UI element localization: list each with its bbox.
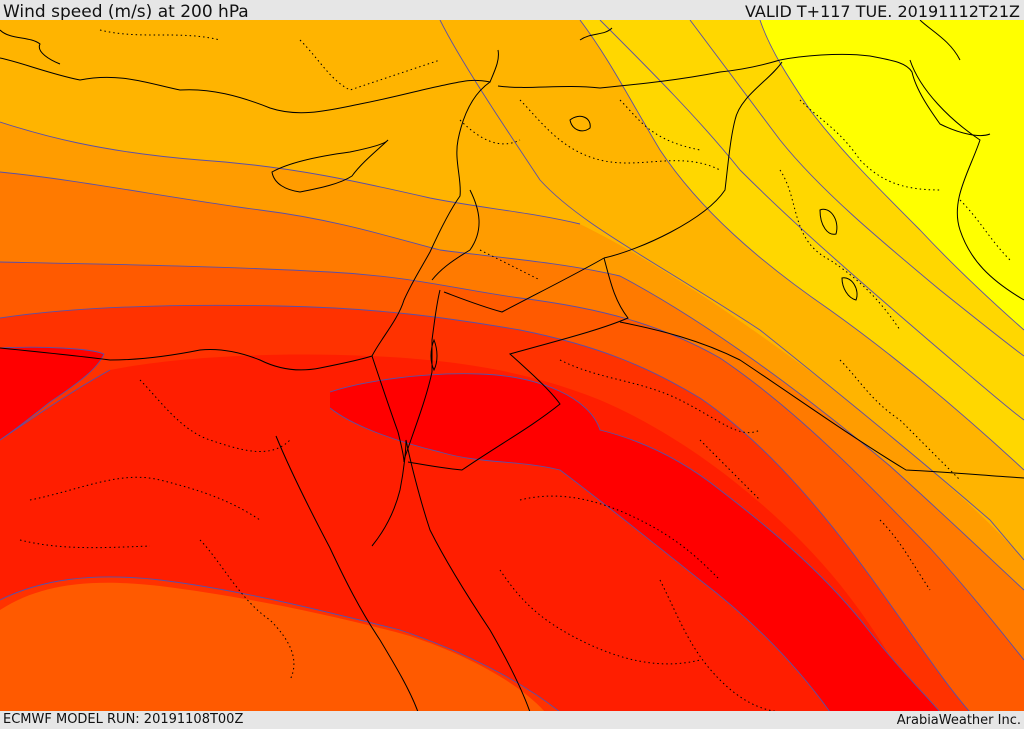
admin-7 bbox=[499, 569, 701, 665]
coastlines bbox=[0, 20, 1024, 711]
lake-northeast bbox=[569, 115, 591, 132]
border-jordan-iraq bbox=[443, 257, 605, 313]
isotach-6 bbox=[0, 261, 1024, 661]
admin-8 bbox=[659, 579, 777, 711]
wind-speed-map bbox=[0, 20, 1024, 711]
coast-red-sea-east bbox=[371, 439, 531, 711]
admin-4 bbox=[839, 359, 961, 481]
isotach-14 bbox=[689, 20, 1024, 357]
jet-core-east bbox=[330, 373, 940, 711]
coast-northeast bbox=[919, 20, 961, 61]
isotach-3 bbox=[759, 20, 1024, 331]
isotach-7 bbox=[0, 304, 970, 711]
band-lower-orange bbox=[0, 582, 545, 711]
isotach-10 bbox=[329, 373, 940, 711]
coast-egypt bbox=[0, 347, 373, 371]
national-borders bbox=[371, 53, 1024, 479]
lake-ne-3 bbox=[841, 277, 858, 301]
isotach-1 bbox=[439, 20, 1024, 561]
border-israel-jordan bbox=[431, 289, 441, 372]
coast-turkey-west bbox=[0, 29, 61, 65]
valid-time-label: VALID T+117 TUE. 20191112T21Z bbox=[744, 2, 1020, 21]
isotach-9 bbox=[0, 346, 105, 441]
admin-11 bbox=[29, 476, 261, 521]
admin-13 bbox=[19, 539, 151, 549]
border-syria-iraq bbox=[603, 61, 783, 259]
isotach-12 bbox=[0, 576, 560, 711]
border-turkey-syria bbox=[497, 59, 781, 89]
admin-15 bbox=[99, 29, 221, 41]
admin-5 bbox=[559, 359, 761, 434]
coast-levant bbox=[371, 81, 491, 357]
admin-20 bbox=[459, 119, 521, 145]
border-lebanon-syria bbox=[431, 189, 480, 281]
isotach-2 bbox=[579, 20, 1024, 471]
isotach-4 bbox=[0, 121, 581, 225]
border-egypt-israel bbox=[371, 355, 405, 463]
coast-gulf bbox=[909, 59, 1024, 301]
isotach-13 bbox=[599, 20, 1024, 421]
border-iraq-iran bbox=[779, 53, 991, 137]
isotach-lines bbox=[0, 20, 1024, 711]
header-bar: Wind speed (m/s) at 200 hPa VALID T+117 … bbox=[0, 0, 1024, 22]
admin-borders bbox=[19, 29, 1011, 711]
footer-bar: ECMWF MODEL RUN: 20191108T00Z ArabiaWeat… bbox=[0, 711, 1024, 729]
coast-turkey bbox=[0, 49, 499, 114]
isotach-11 bbox=[329, 407, 830, 711]
border-saudi-jordan bbox=[407, 257, 629, 471]
coast-black-sea bbox=[579, 27, 613, 41]
coast-aqaba bbox=[403, 371, 433, 461]
lake-ne-2 bbox=[819, 208, 838, 235]
coast-cyprus bbox=[271, 139, 389, 193]
band-8 bbox=[0, 354, 920, 711]
credit-label: ArabiaWeather Inc. bbox=[896, 713, 1021, 728]
model-run-label: ECMWF MODEL RUN: 20191108T00Z bbox=[3, 712, 244, 727]
admin-12 bbox=[199, 539, 295, 681]
band-1-region bbox=[760, 20, 1024, 330]
map-canvas bbox=[0, 20, 1024, 711]
coast-red-sea-west bbox=[275, 435, 419, 711]
border-saudi-iraq bbox=[619, 321, 1024, 479]
admin-10 bbox=[139, 379, 291, 453]
isotach-5 bbox=[0, 171, 1024, 591]
admin-2 bbox=[619, 99, 701, 151]
map-title: Wind speed (m/s) at 200 hPa bbox=[3, 2, 249, 22]
jet-core-west bbox=[0, 347, 104, 440]
